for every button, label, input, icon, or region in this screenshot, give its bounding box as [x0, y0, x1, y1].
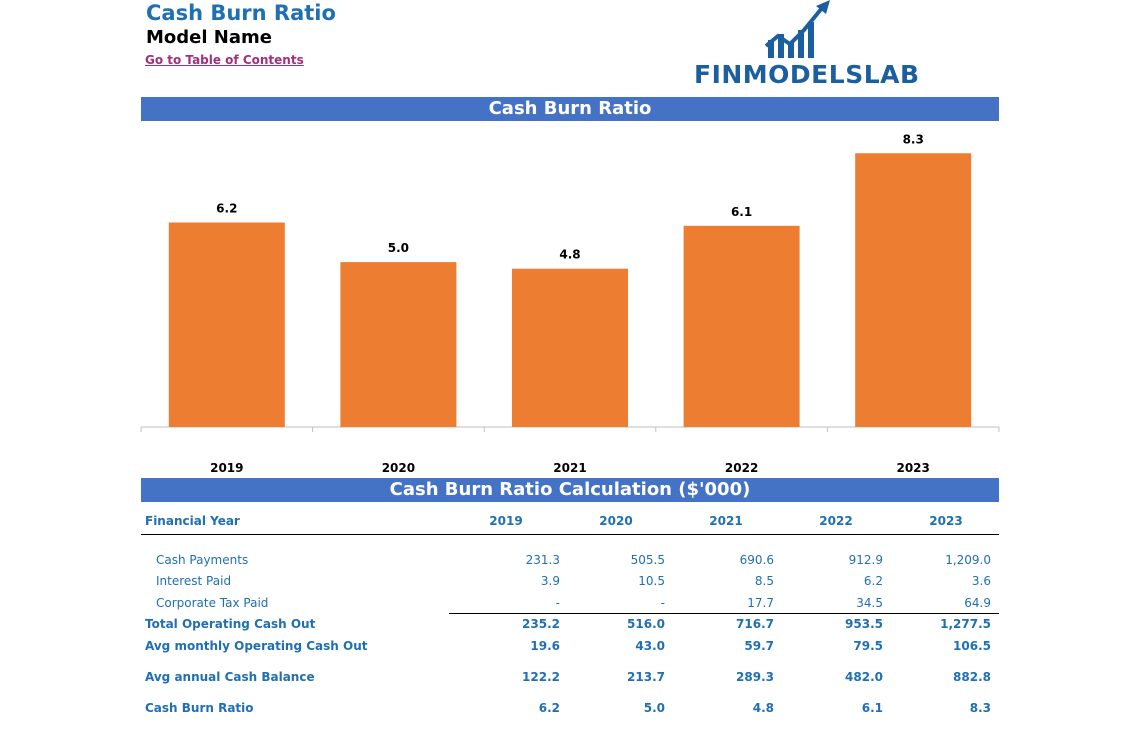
- logo-text: FINMODELSLAB: [694, 60, 920, 89]
- x-tick-label-2021: 2021: [553, 461, 586, 475]
- header-year-2021: 2021: [709, 514, 743, 528]
- row-value: 912.9: [848, 553, 883, 567]
- subtotal-rule: [449, 613, 999, 614]
- row-value: 8.3: [969, 701, 991, 715]
- data-label-2019: 6.2: [216, 202, 237, 216]
- row-label: Corporate Tax Paid: [156, 596, 269, 610]
- row-value: 6.2: [863, 574, 883, 588]
- header-year-2023: 2023: [929, 514, 963, 528]
- row-value: 516.0: [627, 617, 665, 631]
- row-value: 6.2: [538, 701, 560, 715]
- table-row: Cash Burn Ratio 6.2 5.0 4.8 6.1 8.3: [141, 699, 999, 719]
- row-value: 231.3: [525, 553, 560, 567]
- chart-title: Cash Burn Ratio: [141, 97, 999, 121]
- header-year-2020: 2020: [599, 514, 633, 528]
- header-label: Financial Year: [145, 514, 240, 528]
- row-label: Avg monthly Operating Cash Out: [145, 639, 368, 653]
- row-value: -: [660, 596, 665, 610]
- row-value: 34.5: [856, 596, 883, 610]
- row-value: 59.7: [744, 639, 774, 653]
- row-value: 1,277.5: [940, 617, 991, 631]
- table-row: Corporate Tax Paid - - 17.7 34.5 64.9: [141, 594, 999, 614]
- header-year-2022: 2022: [819, 514, 853, 528]
- row-value: 79.5: [853, 639, 883, 653]
- table-row: Avg monthly Operating Cash Out 19.6 43.0 59…: [141, 637, 999, 657]
- row-value: 5.0: [643, 701, 665, 715]
- row-value: 953.5: [845, 617, 883, 631]
- row-value: 19.6: [530, 639, 560, 653]
- table-header-row: Financial Year 2019 2020 2021 2022 2023: [141, 512, 999, 532]
- data-label-2020: 5.0: [388, 241, 409, 255]
- bar-2022: [683, 225, 800, 427]
- table-row: Total Operating Cash Out 235.2 516.0 716.7 9…: [141, 615, 999, 635]
- row-value: 6.1: [861, 701, 883, 715]
- row-value: 17.7: [747, 596, 774, 610]
- row-value: -: [555, 596, 560, 610]
- row-value: 690.6: [739, 553, 774, 567]
- x-tick-label-2022: 2022: [725, 461, 758, 475]
- table-title: Cash Burn Ratio Calculation ($'000): [141, 478, 999, 502]
- row-label: Avg annual Cash Balance: [145, 670, 315, 684]
- table-row: Interest Paid 3.9 10.5 8.5 6.2 3.6: [141, 572, 999, 592]
- logo-chart-icon: [764, 0, 830, 58]
- row-value: 213.7: [627, 670, 665, 684]
- toc-link[interactable]: Go to Table of Contents: [145, 53, 304, 67]
- row-value: 8.5: [754, 574, 774, 588]
- row-value: 235.2: [522, 617, 560, 631]
- row-value: 3.6: [971, 574, 991, 588]
- table-row: Cash Payments 231.3 505.5 690.6 912.9 1,209.0: [141, 551, 999, 571]
- row-value: 716.7: [736, 617, 774, 631]
- row-value: 289.3: [736, 670, 774, 684]
- bar-chart: 6.2 2019 5.0 2020 4.8 2021 6.1 2022 8.3 2023: [140, 132, 1000, 475]
- x-tick-label-2023: 2023: [896, 461, 929, 475]
- header-year-2019: 2019: [489, 514, 523, 528]
- row-value: 4.8: [752, 701, 774, 715]
- row-value: 43.0: [635, 639, 665, 653]
- bar-2023: [855, 153, 972, 428]
- bar-2021: [512, 268, 628, 427]
- page-title: Cash Burn Ratio: [146, 1, 336, 25]
- row-label: Cash Burn Ratio: [145, 701, 254, 715]
- row-value: 882.8: [953, 670, 991, 684]
- model-name: Model Name: [146, 27, 272, 48]
- row-label: Total Operating Cash Out: [145, 617, 316, 631]
- table-row: Avg annual Cash Balance 122.2 213.7 289.3 48…: [141, 668, 999, 688]
- row-value: 1,209.0: [945, 553, 991, 567]
- row-label: Cash Payments: [156, 553, 249, 567]
- row-value: 3.9: [540, 574, 560, 588]
- row-value: 505.5: [630, 553, 665, 567]
- row-value: 64.9: [964, 596, 991, 610]
- bar-2019: [168, 222, 285, 427]
- data-label-2022: 6.1: [731, 205, 752, 219]
- logo: FINMODELSLAB: [694, 0, 922, 92]
- x-tick-label-2019: 2019: [210, 461, 243, 475]
- row-value: 106.5: [953, 639, 991, 653]
- header-rule: [141, 534, 999, 535]
- row-value: 10.5: [638, 574, 665, 588]
- row-value: 482.0: [845, 670, 883, 684]
- bar-2020: [340, 262, 457, 427]
- row-label: Interest Paid: [156, 574, 232, 588]
- data-label-2021: 4.8: [559, 248, 580, 262]
- row-value: 122.2: [522, 670, 560, 684]
- data-label-2023: 8.3: [903, 132, 924, 146]
- x-tick-label-2020: 2020: [382, 461, 415, 475]
